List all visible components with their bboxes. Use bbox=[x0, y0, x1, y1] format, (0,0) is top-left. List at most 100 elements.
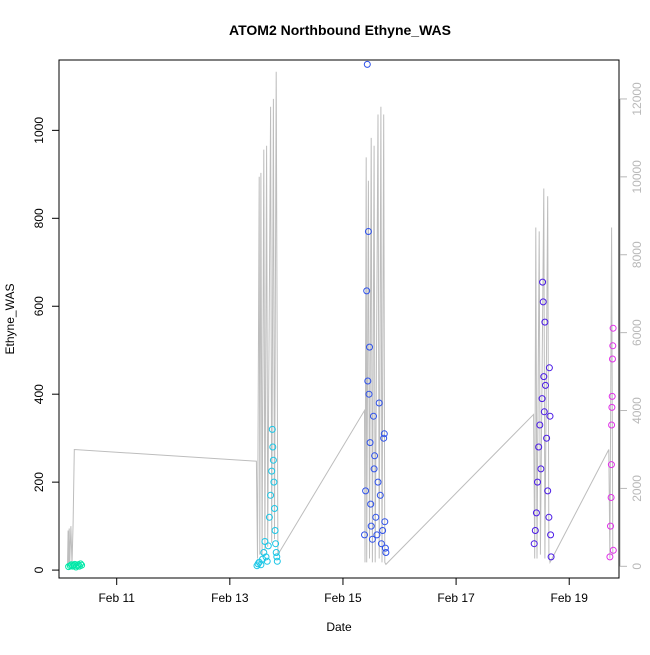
data-point bbox=[609, 355, 616, 363]
data-point bbox=[530, 540, 538, 548]
plot-frame bbox=[58, 59, 620, 579]
data-point bbox=[609, 342, 617, 350]
data-point bbox=[607, 522, 614, 530]
data-point bbox=[271, 527, 279, 534]
data-point bbox=[375, 399, 383, 407]
x-tick-label: Feb 11 bbox=[98, 591, 135, 605]
data-point bbox=[542, 381, 549, 389]
y-right-tick-label: 2000 bbox=[630, 475, 644, 502]
data-point bbox=[609, 546, 617, 554]
data-point bbox=[538, 395, 546, 403]
data-point bbox=[254, 560, 262, 568]
data-point bbox=[372, 513, 380, 521]
data-point bbox=[381, 518, 389, 526]
data-point bbox=[379, 527, 387, 534]
data-point bbox=[253, 562, 261, 570]
data-point bbox=[535, 443, 543, 451]
data-point bbox=[608, 421, 616, 429]
data-point bbox=[537, 465, 545, 473]
data-point bbox=[272, 540, 280, 548]
x-tick-label: Feb 15 bbox=[324, 591, 362, 605]
data-point bbox=[607, 461, 615, 469]
y-right-tick-label: 6000 bbox=[630, 319, 644, 346]
data-point bbox=[377, 540, 385, 548]
data-point bbox=[269, 456, 277, 464]
data-point bbox=[376, 491, 384, 499]
data-point bbox=[608, 392, 616, 400]
data-point bbox=[370, 412, 377, 420]
data-point bbox=[268, 467, 276, 475]
y-left-tick-label: 800 bbox=[32, 208, 46, 228]
data-point bbox=[544, 487, 552, 495]
data-point bbox=[365, 390, 373, 398]
data-point bbox=[380, 430, 388, 438]
y-axis-left: 0 200 400 600 800 1000 bbox=[32, 117, 59, 573]
data-point bbox=[364, 377, 372, 385]
data-point bbox=[536, 421, 544, 429]
data-point bbox=[269, 443, 277, 451]
points-layer bbox=[65, 60, 617, 571]
data-point bbox=[543, 434, 551, 442]
data-point bbox=[267, 491, 275, 499]
y-right-tick-label: 0 bbox=[630, 563, 644, 570]
data-point bbox=[532, 509, 540, 517]
data-point bbox=[367, 522, 375, 530]
data-point bbox=[540, 373, 548, 381]
data-point bbox=[370, 465, 378, 473]
data-point bbox=[366, 343, 373, 351]
chart-title: ATOM2 Northbound Ethyne_WAS bbox=[229, 22, 451, 38]
data-point bbox=[260, 549, 268, 556]
data-point bbox=[368, 535, 376, 543]
data-point bbox=[382, 549, 390, 556]
data-point bbox=[609, 324, 617, 332]
y-left-tick-label: 0 bbox=[32, 566, 46, 573]
data-point bbox=[265, 513, 273, 521]
y-right-tick-label: 8000 bbox=[630, 241, 644, 268]
data-point bbox=[541, 318, 549, 326]
data-point bbox=[373, 531, 381, 539]
line-series bbox=[67, 71, 614, 566]
data-point bbox=[268, 425, 276, 433]
data-point bbox=[361, 531, 368, 539]
data-point bbox=[547, 531, 555, 539]
data-point bbox=[263, 557, 271, 565]
line-series-path bbox=[67, 71, 614, 566]
data-point bbox=[261, 538, 269, 545]
y-left-tick-label: 1000 bbox=[32, 117, 46, 144]
data-point bbox=[381, 544, 389, 552]
data-point bbox=[363, 287, 371, 295]
y-axis-right: 0 2000 4000 6000 8000 10000 12000 bbox=[619, 82, 644, 570]
data-point bbox=[270, 478, 278, 486]
data-point bbox=[271, 505, 278, 512]
x-tick-label: Feb 17 bbox=[437, 591, 475, 605]
data-point bbox=[371, 452, 379, 460]
x-axis-label: Date bbox=[326, 620, 352, 634]
y-right-tick-label: 10000 bbox=[630, 160, 644, 194]
data-point bbox=[273, 557, 281, 565]
x-tick-label: Feb 13 bbox=[211, 591, 249, 605]
data-point bbox=[264, 542, 272, 550]
data-point bbox=[374, 478, 382, 486]
data-point bbox=[607, 494, 615, 501]
data-point bbox=[547, 553, 555, 561]
y-left-tick-label: 200 bbox=[32, 472, 46, 492]
data-point bbox=[534, 478, 541, 486]
data-point bbox=[364, 228, 372, 235]
data-point bbox=[273, 553, 281, 561]
x-axis: Feb 11 Feb 13 Feb 15 Feb 17 Feb 19 bbox=[98, 578, 588, 605]
data-point bbox=[363, 60, 371, 68]
data-point bbox=[606, 553, 614, 561]
data-point bbox=[545, 364, 553, 372]
data-point bbox=[380, 434, 388, 442]
data-point bbox=[608, 403, 616, 411]
data-point bbox=[540, 408, 548, 416]
data-point bbox=[77, 560, 84, 568]
data-point bbox=[366, 439, 374, 447]
data-point bbox=[545, 513, 553, 521]
data-point bbox=[262, 553, 270, 561]
y-left-tick-label: 400 bbox=[32, 384, 46, 404]
y-left-tick-label: 600 bbox=[32, 296, 46, 316]
y-axis-label: Ethyne_WAS bbox=[3, 284, 17, 355]
y-right-tick-label: 4000 bbox=[630, 397, 644, 424]
